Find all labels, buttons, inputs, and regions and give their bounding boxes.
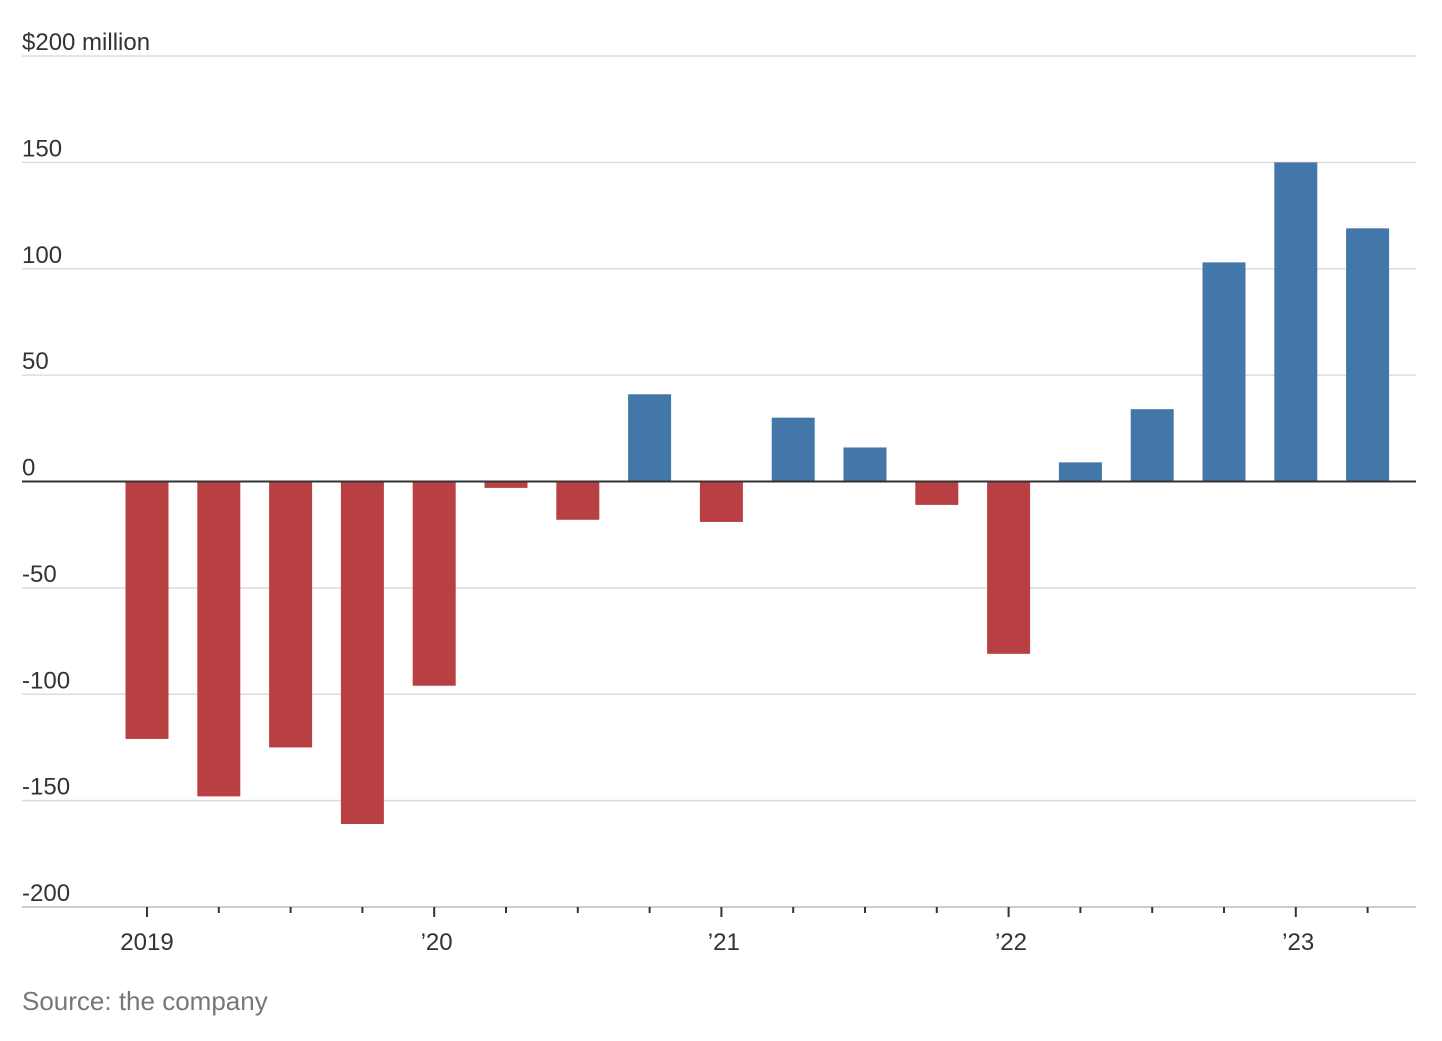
bar bbox=[125, 481, 169, 739]
y-tick-label: -100 bbox=[22, 667, 70, 694]
x-tick-label: ’23 bbox=[1277, 929, 1314, 956]
x-tick-label: ’22 bbox=[990, 929, 1027, 956]
y-tick-label: -150 bbox=[22, 774, 70, 801]
bar bbox=[556, 481, 600, 520]
bar bbox=[628, 394, 672, 482]
bar bbox=[915, 481, 959, 505]
bar bbox=[1346, 228, 1390, 482]
source-note: Source: the company bbox=[22, 986, 268, 1016]
bar bbox=[771, 417, 815, 482]
x-tick-label: ’20 bbox=[416, 929, 453, 956]
y-tick-label: -200 bbox=[22, 880, 70, 907]
bar-chart: $200 million 150 100 50 0 -50 -100 -150 -200 2019… bbox=[22, 29, 1416, 956]
bar bbox=[1058, 462, 1102, 482]
bar bbox=[843, 447, 887, 482]
bar bbox=[340, 481, 384, 825]
bar bbox=[1202, 262, 1246, 482]
bar bbox=[699, 481, 743, 522]
bar bbox=[987, 481, 1031, 654]
bar bbox=[197, 481, 241, 797]
bar bbox=[412, 481, 456, 686]
y-tick-label: 100 bbox=[22, 242, 62, 269]
y-tick-label: 50 bbox=[22, 348, 49, 375]
bar bbox=[269, 481, 313, 748]
y-tick-label: $200 million bbox=[22, 29, 150, 56]
y-tick-label: 150 bbox=[22, 135, 62, 162]
bar bbox=[1274, 162, 1318, 482]
y-tick-label: 0 bbox=[22, 455, 35, 482]
bar bbox=[1130, 409, 1174, 482]
x-tick-label: ’21 bbox=[703, 929, 740, 956]
y-tick-label: -50 bbox=[22, 561, 57, 588]
x-tick-label: 2019 bbox=[120, 929, 173, 956]
bar bbox=[484, 481, 528, 488]
